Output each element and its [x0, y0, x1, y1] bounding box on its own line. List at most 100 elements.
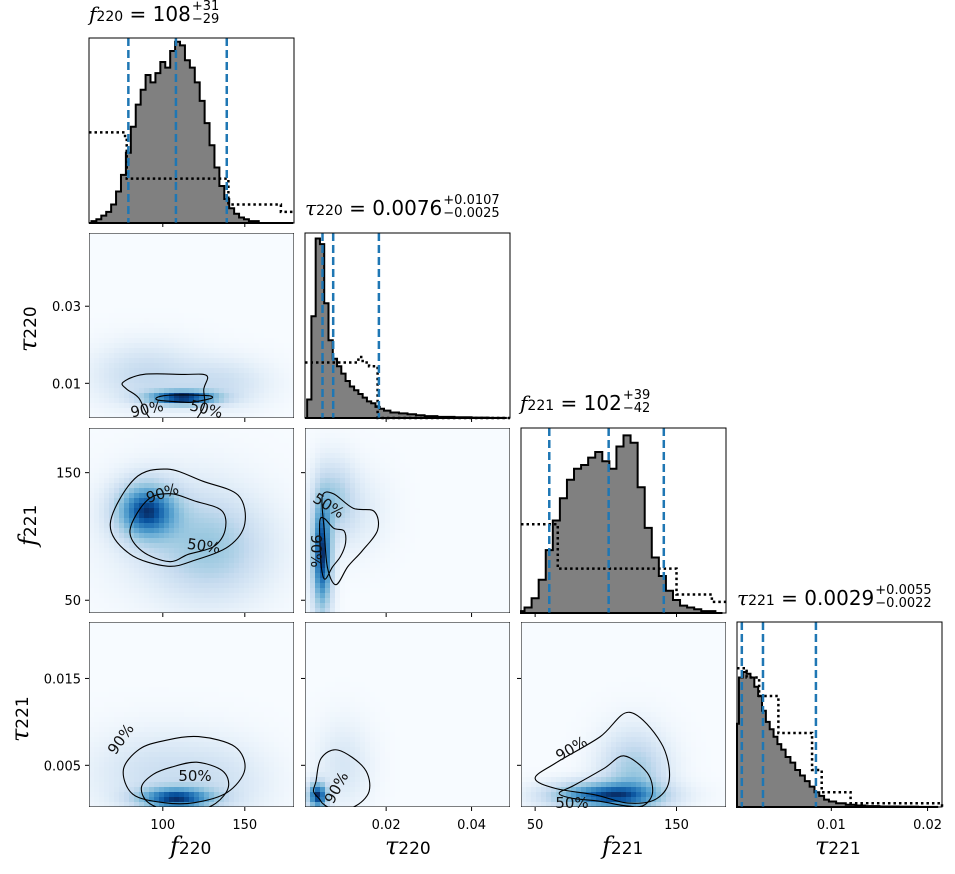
density-cell	[219, 318, 225, 324]
density-cell	[505, 458, 510, 464]
density-cell	[279, 308, 285, 314]
density-cell	[350, 548, 356, 554]
density-cell	[154, 393, 160, 399]
density-cell	[239, 598, 245, 604]
density-cell	[159, 647, 165, 653]
density-cell	[310, 458, 316, 464]
density-cell	[249, 268, 255, 274]
density-cell	[435, 443, 441, 449]
density-cell	[99, 667, 105, 673]
density-cell	[254, 622, 260, 628]
density-cell	[94, 363, 100, 369]
density-cell	[94, 647, 100, 653]
density-cell	[134, 528, 140, 534]
density-cell	[124, 333, 130, 339]
density-cell	[284, 263, 290, 269]
density-cell	[360, 463, 366, 469]
density-cell	[239, 363, 245, 369]
density-cell	[119, 652, 125, 658]
density-cell	[174, 238, 180, 244]
density-cell	[284, 343, 290, 349]
density-cell	[114, 333, 120, 339]
density-cell	[104, 368, 110, 374]
density-cell	[405, 563, 411, 569]
density-cell	[460, 473, 466, 479]
density-cell	[169, 608, 175, 613]
density-cell	[144, 403, 150, 409]
density-cell	[104, 468, 110, 474]
density-cell	[129, 348, 135, 354]
density-cell	[485, 503, 491, 509]
density-cell	[209, 393, 215, 399]
density-cell	[234, 588, 240, 594]
density-cell	[505, 493, 510, 499]
density-cell	[370, 578, 376, 584]
density-cell	[209, 243, 215, 249]
density-cell	[219, 433, 225, 439]
density-cell	[114, 438, 120, 444]
density-cell	[259, 583, 265, 589]
density-cell	[169, 393, 175, 399]
density-cell	[425, 513, 431, 519]
density-cell	[500, 528, 506, 534]
density-cell	[249, 408, 255, 414]
density-cell	[94, 333, 100, 339]
density-cell	[385, 458, 391, 464]
density-cell	[395, 458, 401, 464]
density-cell	[289, 428, 294, 434]
density-cell	[199, 373, 205, 379]
density-cell	[204, 448, 210, 454]
density-cell	[194, 543, 200, 549]
density-cell	[144, 647, 150, 653]
density-cell	[119, 453, 125, 459]
density-cell	[345, 598, 351, 604]
density-cell	[284, 253, 290, 259]
density-cell	[239, 637, 245, 643]
density-cell	[109, 383, 115, 389]
density-cell	[114, 573, 120, 579]
density-cell	[254, 308, 260, 314]
density-cell	[350, 468, 356, 474]
density-cell	[500, 458, 506, 464]
density-cell	[154, 573, 160, 579]
density-cell	[360, 493, 366, 499]
density-cell	[465, 483, 471, 489]
density-cell	[149, 298, 155, 304]
density-cell	[209, 373, 215, 379]
density-cell	[335, 528, 341, 534]
density-cell	[229, 667, 235, 673]
density-cell	[169, 538, 175, 544]
density-cell	[199, 573, 205, 579]
density-cell	[325, 433, 331, 439]
density-cell	[475, 463, 481, 469]
density-cell	[94, 657, 100, 663]
density-cell	[134, 433, 140, 439]
density-cell	[129, 503, 135, 509]
density-cell	[405, 593, 411, 599]
density-cell	[134, 553, 140, 559]
density-cell	[194, 667, 200, 673]
density-cell	[410, 523, 416, 529]
density-cell	[129, 498, 135, 504]
density-cell	[435, 558, 441, 564]
density-cell	[244, 498, 250, 504]
density-cell	[89, 343, 95, 349]
density-cell	[259, 483, 265, 489]
density-cell	[144, 273, 150, 279]
density-cell	[194, 622, 200, 628]
density-cell	[485, 468, 491, 474]
density-cell	[214, 513, 220, 519]
density-cell	[254, 493, 260, 499]
density-cell	[199, 393, 205, 399]
density-cell	[259, 363, 265, 369]
density-cell	[274, 438, 280, 444]
density-cell	[289, 662, 294, 668]
density-cell	[445, 563, 451, 569]
density-cell	[415, 538, 421, 544]
density-cell	[264, 652, 270, 658]
density-cell	[164, 258, 170, 264]
density-cell	[435, 488, 441, 494]
density-cell	[214, 518, 220, 524]
density-cell	[254, 548, 260, 554]
density-cell	[460, 428, 466, 434]
